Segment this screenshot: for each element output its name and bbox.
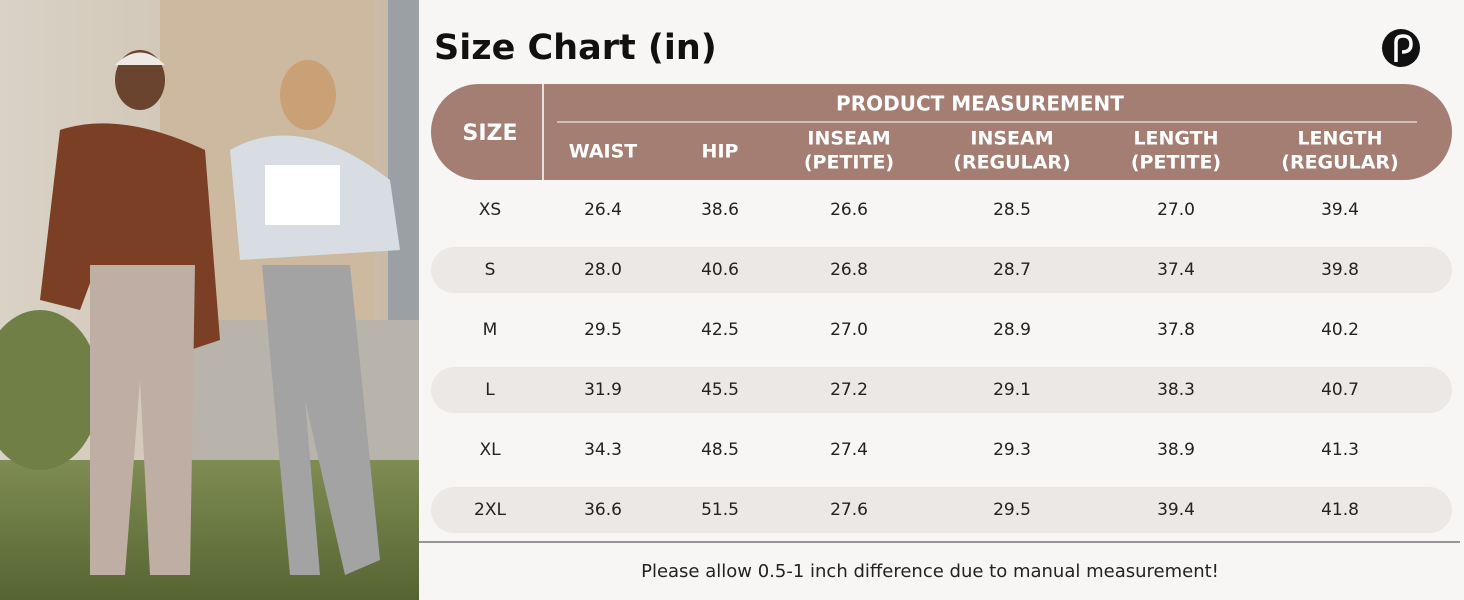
size-label: M: [483, 320, 498, 340]
cell-value: 40.7: [1321, 380, 1359, 400]
row-band: [431, 487, 1452, 533]
size-label: S: [485, 260, 496, 280]
column-header: LENGTH: [1297, 128, 1382, 150]
cell-value: 39.4: [1157, 500, 1195, 520]
cell-value: 42.5: [701, 320, 739, 340]
cell-value: 39.8: [1321, 260, 1359, 280]
cell-value: 38.3: [1157, 380, 1195, 400]
cell-value: 29.1: [993, 380, 1031, 400]
size-label: L: [485, 380, 495, 400]
footer-note: Please allow 0.5-1 inch difference due t…: [641, 561, 1219, 582]
cell-value: 38.9: [1157, 440, 1195, 460]
cell-value: 29.5: [584, 320, 622, 340]
product-photo: [0, 0, 419, 600]
column-header: INSEAM: [970, 128, 1053, 150]
cell-value: 27.0: [1157, 200, 1195, 220]
cell-value: 51.5: [701, 500, 739, 520]
header-band: [431, 84, 1452, 180]
cell-value: 26.6: [830, 200, 868, 220]
size-header: SIZE: [462, 121, 517, 146]
cell-value: 41.3: [1321, 440, 1359, 460]
cell-value: 48.5: [701, 440, 739, 460]
cell-value: 31.9: [584, 380, 622, 400]
cell-value: 40.6: [701, 260, 739, 280]
brand-logo: [1382, 29, 1420, 67]
column-header: (REGULAR): [953, 152, 1070, 174]
column-header: INSEAM: [807, 128, 890, 150]
cell-value: 28.7: [993, 260, 1031, 280]
cell-value: 29.3: [993, 440, 1031, 460]
cell-value: 26.4: [584, 200, 622, 220]
column-header: (REGULAR): [1281, 152, 1398, 174]
cell-value: 27.2: [830, 380, 868, 400]
cell-value: 27.6: [830, 500, 868, 520]
cell-value: 36.6: [584, 500, 622, 520]
cell-value: 28.0: [584, 260, 622, 280]
title: Size Chart (in): [434, 28, 717, 68]
group-header: PRODUCT MEASUREMENT: [836, 92, 1124, 116]
cell-value: 26.8: [830, 260, 868, 280]
size-label: XS: [479, 200, 501, 220]
size-label: XL: [479, 440, 501, 460]
cell-value: 28.5: [993, 200, 1031, 220]
cell-value: 34.3: [584, 440, 622, 460]
cell-value: 28.9: [993, 320, 1031, 340]
column-header: (PETITE): [1131, 152, 1221, 174]
column-header: (PETITE): [804, 152, 894, 174]
row-band: [431, 367, 1452, 413]
cell-value: 39.4: [1321, 200, 1359, 220]
cell-value: 37.4: [1157, 260, 1195, 280]
cell-value: 37.8: [1157, 320, 1195, 340]
cell-value: 41.8: [1321, 500, 1359, 520]
cell-value: 38.6: [701, 200, 739, 220]
cell-value: 27.0: [830, 320, 868, 340]
cell-value: 40.2: [1321, 320, 1359, 340]
cell-value: 45.5: [701, 380, 739, 400]
column-header: WAIST: [569, 141, 638, 163]
column-header: HIP: [702, 141, 739, 163]
column-header: LENGTH: [1133, 128, 1218, 150]
size-label: 2XL: [474, 500, 506, 520]
row-band: [431, 247, 1452, 293]
cell-value: 27.4: [830, 440, 868, 460]
cell-value: 29.5: [993, 500, 1031, 520]
